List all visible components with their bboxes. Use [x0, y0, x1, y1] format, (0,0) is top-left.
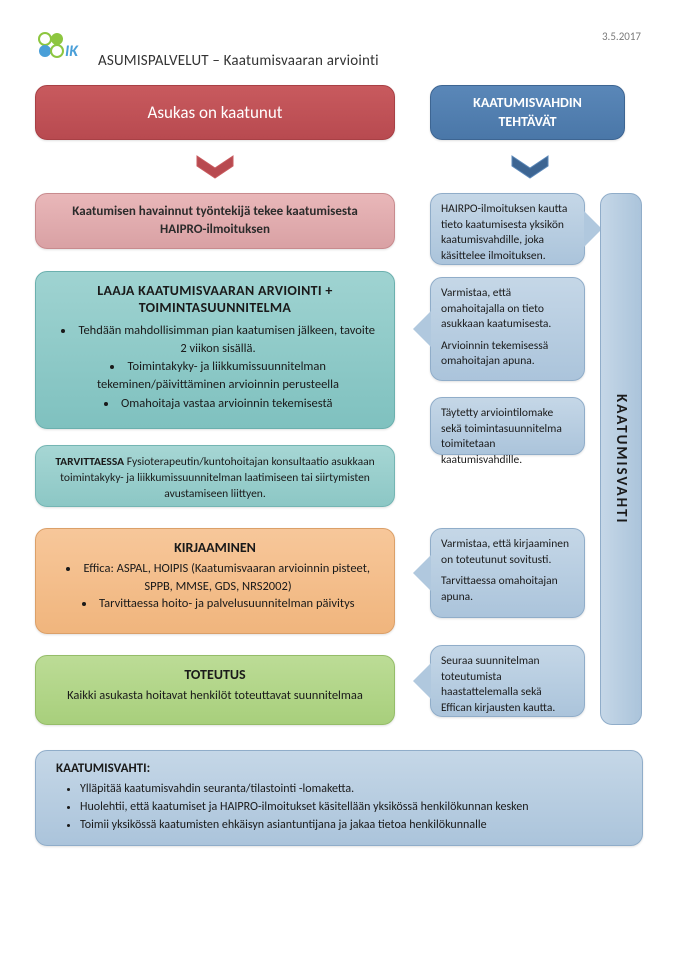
arrow-left-icon: [413, 311, 431, 347]
side-box-varmistaa-tieto: Varmistaa, että omahoitajalla on tieto a…: [430, 277, 585, 381]
jik-logo: IK: [35, 30, 90, 70]
box-toteutus: TOTEUTUSKaikki asukasta hoitavat henkilö…: [35, 655, 395, 725]
box-haipro-ilmoitus: Kaatumisen havainnut työntekijä tekee ka…: [35, 193, 395, 249]
box-kirjaaminen: KIRJAAMINENEffica: ASPAL, HOIPIS (Kaatum…: [35, 528, 395, 634]
page-title: ASUMISPALVELUT – Kaatumisvaaran arvioint…: [98, 52, 379, 70]
box-tarvittaessa-konsultaatio: TARVITTAESSA Fysioterapeutin/kuntohoitaj…: [35, 445, 395, 507]
chevron-down-blue-icon: [510, 154, 550, 189]
header-kaatumisvahdin-tehtavat: KAATUMISVAHDIN TEHTÄVÄT: [430, 85, 625, 140]
side-box-varmistaa-kirjaaminen: Varmistaa, että kirjaaminen on toteutunu…: [430, 528, 585, 618]
svg-text:IK: IK: [65, 42, 79, 61]
start-box-asukas-kaatunut: Asukas on kaatunut: [35, 85, 395, 140]
box-kaatumisvahti-summary: KAATUMISVAHTI:Ylläpitää kaatumisvahdin s…: [35, 750, 643, 846]
side-box-seuraa-suunnitelma: Seuraa suunnitelman toteutumista haastat…: [430, 645, 585, 717]
document-date: 3.5.2017: [602, 30, 641, 43]
arrow-left-icon: [413, 663, 431, 699]
chevron-down-red-icon: [195, 154, 235, 189]
header-row: IK ASUMISPALVELUT – Kaatumisvaaran arvio…: [35, 30, 646, 70]
side-box-hairpo: HAIRPO-ilmoituksen kautta tieto kaatumis…: [430, 193, 585, 265]
box-laaja-arviointi: LAAJA KAATUMISVAARAN ARVIOINTI + TOIMINT…: [35, 271, 395, 429]
arrow-left-icon: [413, 555, 431, 591]
flowchart-grid: Asukas on kaatunut KAATUMISVAHDIN TEHTÄVÄ…: [35, 85, 645, 856]
vertical-bar-kaatumisvahti: KAATUMISVAHTI: [600, 193, 642, 725]
side-box-lomake-toimitus: Täytetty arviointilomake sekä toimintasu…: [430, 397, 585, 455]
